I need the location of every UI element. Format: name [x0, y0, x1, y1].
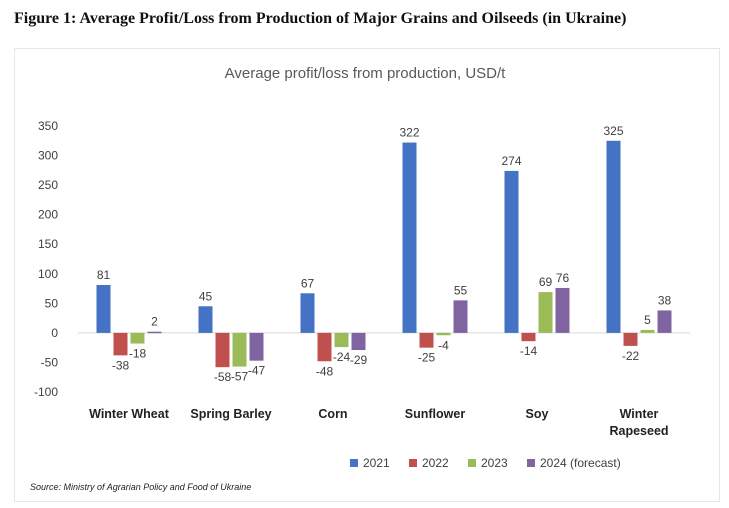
bar	[538, 292, 553, 333]
y-tick-label: 50	[45, 296, 59, 310]
bar	[215, 332, 230, 368]
legend-swatch	[527, 459, 535, 467]
data-label: -14	[520, 344, 538, 358]
data-label: 81	[97, 268, 111, 282]
y-axis-ticks: -100 -50 0 50 100 150 200 250 300 350	[34, 119, 58, 399]
category-labels: Winter Wheat Spring Barley Corn Sunflower So…	[89, 407, 668, 438]
legend-swatch	[468, 459, 476, 467]
bar	[402, 142, 417, 333]
data-label: -22	[622, 349, 640, 363]
bar	[300, 293, 315, 333]
data-label: 5	[644, 313, 651, 327]
y-tick-label: 0	[51, 326, 58, 340]
y-tick-label: 350	[38, 119, 58, 133]
legend: 2021 2022 2023 2024 (forecast)	[350, 456, 621, 470]
bar	[334, 332, 349, 348]
data-label: -4	[438, 338, 449, 352]
data-label: 322	[399, 126, 419, 140]
category-label: Rapeseed	[609, 424, 668, 438]
data-label: -48	[316, 364, 334, 378]
legend-label: 2024 (forecast)	[540, 456, 621, 470]
bar	[249, 332, 264, 361]
bar	[351, 332, 366, 351]
source-note: Source: Ministry of Agrarian Policy and …	[30, 482, 252, 492]
data-label: -58	[214, 370, 232, 384]
legend-label: 2023	[481, 456, 508, 470]
y-tick-label: 200	[38, 208, 58, 222]
category-label: Corn	[318, 407, 347, 421]
data-label: -47	[248, 364, 266, 378]
data-label: -18	[129, 347, 147, 361]
bar	[96, 285, 111, 333]
data-label: -38	[112, 358, 130, 372]
legend-label: 2022	[422, 456, 449, 470]
chart-title: Average profit/loss from production, USD…	[225, 65, 507, 82]
bar	[198, 306, 213, 333]
legend-swatch	[350, 459, 358, 467]
data-label: 67	[301, 276, 315, 290]
category-label: Winter Wheat	[89, 407, 170, 421]
bar	[623, 332, 638, 346]
data-label: 2	[151, 315, 158, 329]
y-tick-label: 300	[38, 149, 58, 163]
chart-panel	[14, 48, 720, 502]
bar	[555, 287, 570, 333]
bar	[521, 332, 536, 342]
figure-title: Figure 1: Average Profit/Loss from Produ…	[14, 10, 627, 27]
bar	[113, 332, 128, 356]
category-label: Sunflower	[405, 407, 466, 421]
data-label: -57	[231, 370, 249, 384]
data-label: -24	[333, 350, 351, 364]
bar	[453, 300, 468, 333]
y-tick-label: -100	[34, 385, 58, 399]
y-tick-label: -50	[41, 355, 59, 369]
data-label: 45	[199, 289, 213, 303]
data-label: 55	[454, 283, 468, 297]
data-label: 274	[501, 154, 521, 168]
y-tick-label: 150	[38, 237, 58, 251]
bar	[640, 329, 655, 333]
bar	[657, 310, 672, 333]
bar	[504, 170, 519, 333]
y-tick-label: 100	[38, 267, 58, 281]
bar	[232, 332, 247, 367]
legend-label: 2021	[363, 456, 390, 470]
bars	[96, 140, 672, 368]
bar	[436, 332, 451, 336]
data-label: 76	[556, 271, 570, 285]
category-label: Soy	[526, 407, 549, 421]
category-label: Spring Barley	[190, 407, 271, 421]
bar	[606, 140, 621, 333]
data-label: 69	[539, 275, 553, 289]
data-label: -25	[418, 351, 436, 365]
bar	[130, 332, 145, 344]
bar	[317, 332, 332, 362]
bar	[147, 331, 162, 334]
bar	[419, 332, 434, 348]
data-label: 325	[603, 124, 623, 138]
data-label: 38	[658, 293, 672, 307]
category-label: Winter	[620, 407, 659, 421]
legend-swatch	[409, 459, 417, 467]
data-label: -29	[350, 353, 368, 367]
y-tick-label: 250	[38, 178, 58, 192]
